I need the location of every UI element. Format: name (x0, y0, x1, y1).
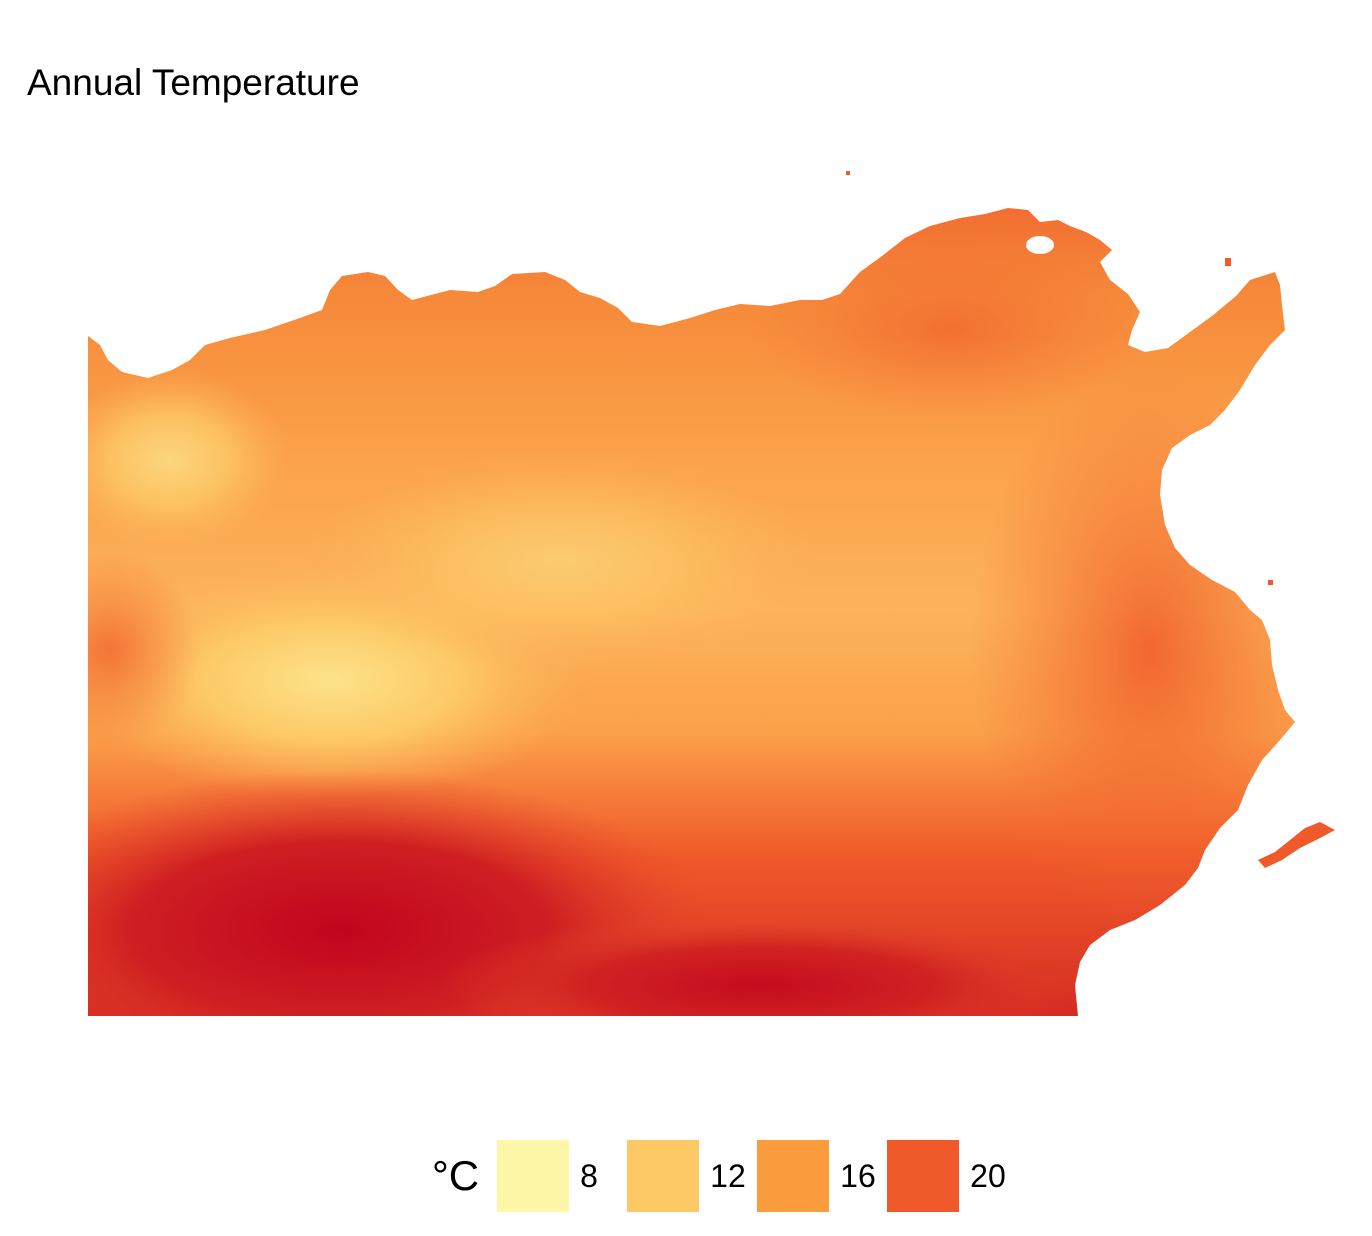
legend-label-8: 8 (580, 1157, 598, 1194)
legend-title: °C (432, 1152, 480, 1199)
legend-item-8: 8 (497, 1140, 627, 1212)
legend-swatch-20 (887, 1140, 960, 1212)
legend-swatch-16 (757, 1140, 830, 1212)
legend-item-16: 16 (757, 1140, 887, 1212)
temperature-map (88, 171, 1335, 1016)
legend-label-20: 20 (970, 1157, 1006, 1194)
legend: °C 8 12 16 20 (432, 1140, 1017, 1212)
map-title: Annual Temperature (27, 62, 360, 103)
legend-item-12: 12 (627, 1140, 757, 1212)
legend-item-20: 20 (887, 1140, 1017, 1212)
legend-swatch-12 (627, 1140, 700, 1212)
legend-label-12: 12 (710, 1157, 746, 1194)
legend-swatch-8 (497, 1140, 570, 1212)
legend-label-16: 16 (840, 1157, 876, 1194)
